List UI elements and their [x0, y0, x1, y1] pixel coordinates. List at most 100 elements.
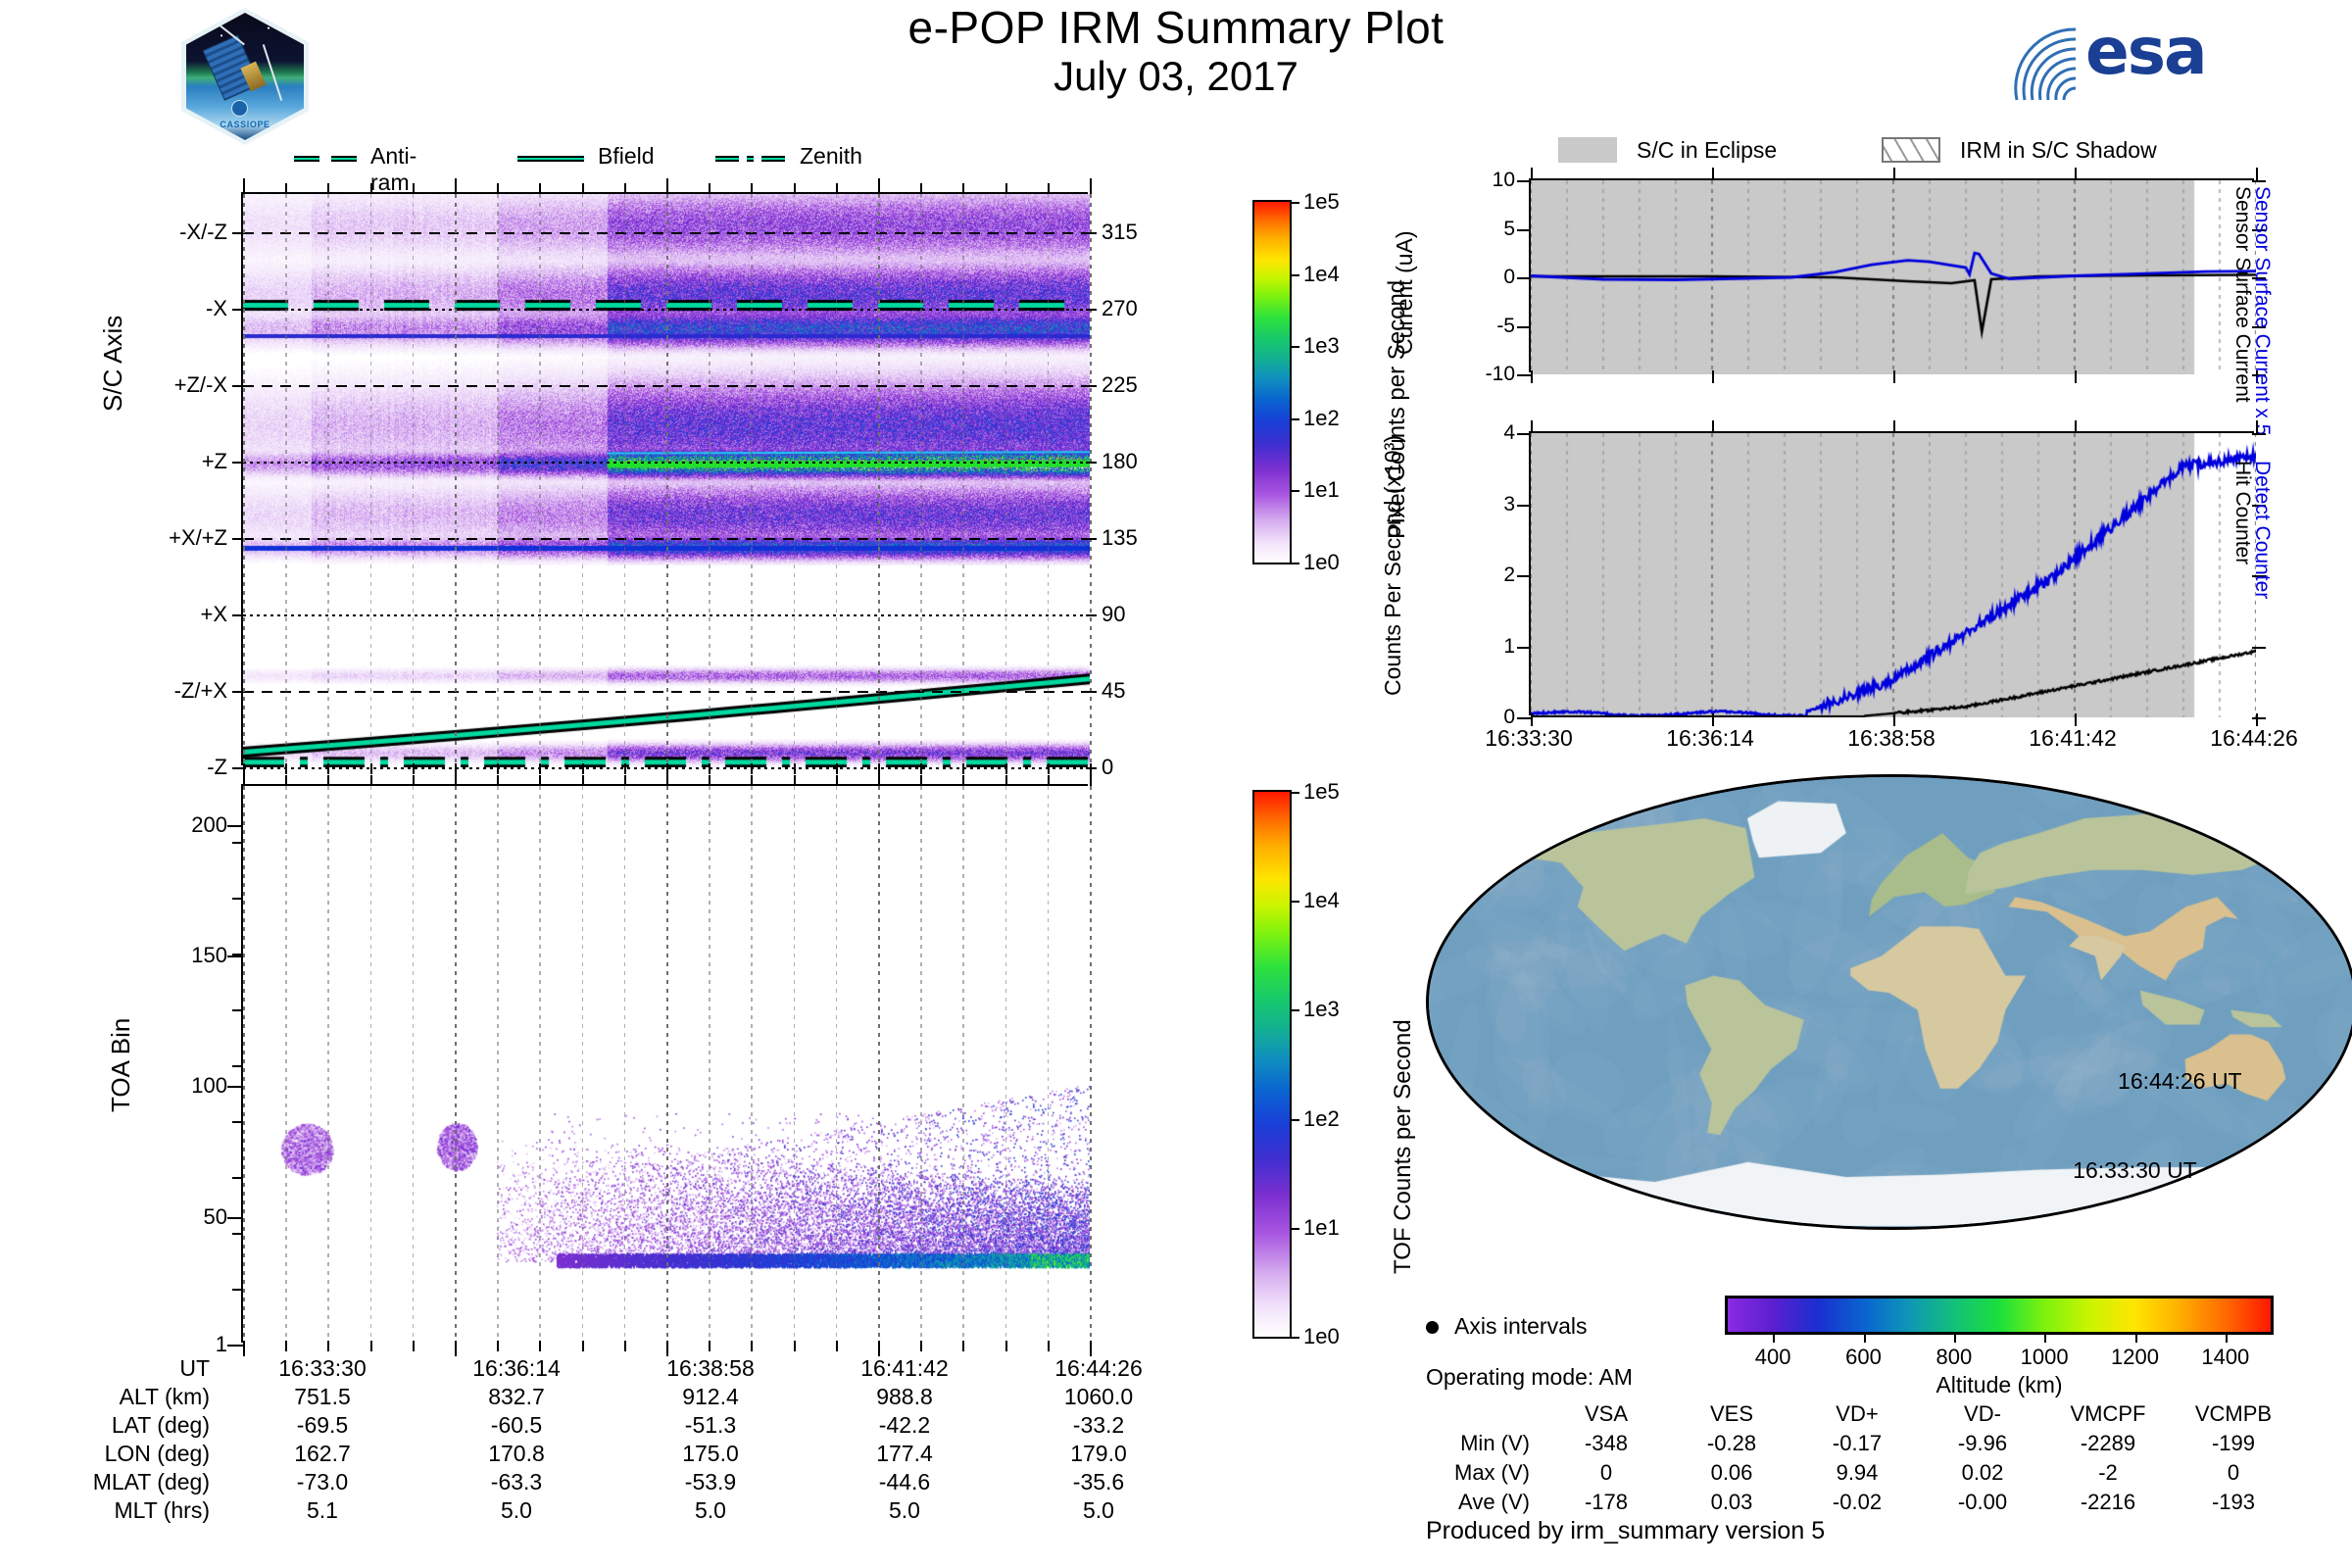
- current-right-label-black: Sensor Surface Current: [2231, 186, 2254, 403]
- y-axis-label: 150: [191, 943, 227, 968]
- time-gridline: [793, 786, 796, 1341]
- x-axis-tick: [1047, 763, 1050, 774]
- y-axis-tick: [1086, 614, 1097, 616]
- y-axis-label-left: -X: [206, 296, 227, 320]
- altitude-colorbar-tick-label: 600: [1845, 1345, 1882, 1369]
- time-gridline: [455, 786, 457, 1341]
- x-axis-tick: [327, 775, 330, 786]
- param-value-cell: -60.5: [490, 1412, 543, 1438]
- y-axis-tick: [232, 309, 243, 311]
- y-axis-tick: [232, 691, 243, 693]
- time-gridline: [1047, 786, 1050, 1341]
- x-axis-tick: [497, 183, 500, 194]
- voltage-value-cell: -2216: [2080, 1490, 2136, 1514]
- altitude-colorbar-tick-label: 1400: [2201, 1345, 2250, 1369]
- voltage-value-cell: 0: [1599, 1460, 1613, 1485]
- y-axis-minor-tick: [232, 1177, 243, 1179]
- voltage-table-row: Max (V) 0 0.06 9.94 0.02 -2 0: [1426, 1458, 2296, 1488]
- y-axis-tick: [1517, 325, 1531, 328]
- x-axis-tick: [709, 1341, 711, 1351]
- param-value-cell: 16:38:58: [666, 1355, 755, 1381]
- y-axis-label: 100: [191, 1073, 227, 1099]
- voltage-value-cell: -9.96: [1957, 1431, 2008, 1455]
- x-axis-tick: [793, 763, 796, 774]
- param-value-cell: 16:44:26: [1054, 1355, 1143, 1381]
- x-axis-tick: [2075, 420, 2077, 433]
- time-gridline: [962, 786, 964, 1341]
- x-axis-tick: [920, 763, 923, 774]
- x-axis-tick: [1090, 178, 1092, 194]
- legend-label-anti-ram: Anti-ram: [370, 143, 417, 195]
- time-gridline: [243, 786, 245, 1341]
- operating-mode-label: Operating mode: AM: [1426, 1364, 1633, 1390]
- x-axis-tick: [793, 775, 796, 786]
- esa-logo-icon: esa: [1999, 10, 2274, 103]
- page-subtitle-date: July 03, 2017: [1054, 52, 1298, 99]
- param-value-cell: -42.2: [878, 1412, 931, 1438]
- x-axis-tick: [623, 775, 626, 786]
- colorbar-tick: [1290, 1009, 1299, 1012]
- x-axis-tick: [835, 763, 838, 774]
- counts-plot-image: [1531, 433, 2256, 717]
- altitude-colorbar-tick: [2134, 1332, 2137, 1343]
- x-axis-tick: [1004, 775, 1007, 786]
- colorbar-tick-label: 1e1: [1303, 477, 1340, 503]
- spectrogram-ylabel-sc-axis: S/C Axis: [98, 315, 127, 412]
- time-gridline: [539, 194, 541, 763]
- y-axis-tick: [2252, 717, 2266, 719]
- y-axis-tick: [2252, 433, 2266, 435]
- param-table-row: MLT (hrs) 5.1 5.0 5.0 5.0 5.0: [39, 1496, 1196, 1525]
- y-axis-tick: [1517, 180, 1531, 182]
- y-axis-tick: [1086, 538, 1097, 540]
- time-gridline: [709, 786, 710, 1341]
- time-gridline: [497, 786, 499, 1341]
- time-gridline: [751, 786, 753, 1341]
- y-axis-tick: [232, 614, 243, 616]
- counts-per-second-panel: 0 1 2 3 4: [1503, 420, 2266, 728]
- x-axis-tick: [327, 183, 330, 194]
- x-axis-tick: [1893, 168, 1895, 180]
- param-value-cell: 179.0: [1070, 1441, 1127, 1466]
- voltage-value-cell: -0.00: [1957, 1490, 2008, 1514]
- time-gridline: [455, 194, 457, 763]
- x-axis-tick: [581, 763, 584, 774]
- x-axis-tick: [539, 775, 542, 786]
- x-axis-tick: [412, 1341, 415, 1351]
- param-table-row: MLAT (deg) -73.0 -63.3 -53.9 -44.6 -35.6: [39, 1468, 1196, 1496]
- time-gridline: [1004, 194, 1007, 763]
- x-axis-tick: [285, 1341, 288, 1351]
- colorbar-tick-label: 1e2: [1303, 1105, 1340, 1131]
- param-value-cell: -69.5: [296, 1412, 349, 1438]
- eclipse-swatch-icon: [1558, 137, 1617, 163]
- voltage-column-header: VMCPF: [2070, 1401, 2146, 1426]
- time-gridline: [666, 194, 668, 763]
- colorbar-tick-label: 1e1: [1303, 1214, 1340, 1240]
- colorbar-tick: [1290, 490, 1299, 493]
- y-axis-label: 3: [1503, 492, 1515, 515]
- x-axis-tick: [412, 763, 415, 774]
- spectrogram-gridline: [243, 767, 1086, 769]
- x-axis-tick: [751, 763, 754, 774]
- page-header: e-POP IRM Summary Plot July 03, 2017: [0, 3, 2352, 99]
- y-axis-tick: [1086, 691, 1097, 693]
- y-axis-tick: [2252, 575, 2266, 577]
- time-tick-label: 16:44:26: [2210, 725, 2298, 751]
- y-axis-tick: [232, 767, 243, 769]
- param-value-cell: -51.3: [684, 1412, 737, 1438]
- altitude-colorbar-tick: [1863, 1332, 1866, 1343]
- x-axis-tick: [539, 183, 542, 194]
- x-axis-tick: [751, 183, 754, 194]
- param-value-cell: 16:41:42: [860, 1355, 949, 1381]
- x-axis-tick: [2075, 370, 2077, 383]
- y-axis-label: 50: [203, 1203, 227, 1229]
- y-axis-minor-tick: [232, 1289, 243, 1291]
- voltage-value-cell: -2: [2098, 1460, 2118, 1485]
- x-axis-tick: [455, 770, 457, 786]
- param-value-cell: 16:33:30: [278, 1355, 367, 1381]
- time-tick-label: 16:33:30: [1485, 725, 1573, 751]
- y-axis-label: 0: [1503, 266, 1515, 288]
- x-axis-tick: [497, 1341, 500, 1351]
- cassiope-mission-patch-icon: CASSIOPE: [181, 8, 309, 145]
- param-row-label: MLT (hrs): [114, 1497, 210, 1523]
- y-axis-tick: [1517, 277, 1531, 279]
